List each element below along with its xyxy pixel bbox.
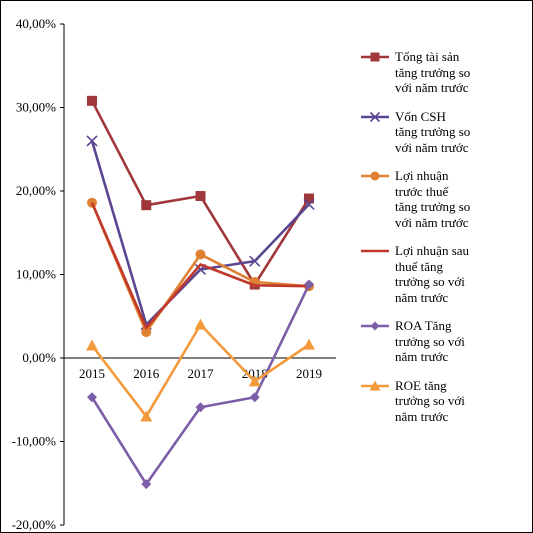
series-5 [86, 318, 315, 422]
data-point-marker [86, 339, 98, 351]
data-point-marker [303, 198, 315, 210]
legend: Tổng tài sản tăng trưởng so với năm trướ… [359, 49, 529, 437]
legend-item-pretax-profit: Lợi nhuận trước thuế tăng trưởng so với … [359, 168, 529, 230]
data-point-marker [141, 479, 152, 490]
y-tick-label: 20,00% [16, 183, 56, 198]
data-point-marker [249, 255, 261, 267]
legend-item-roe: ROE tăng trưởng so với năm trước [359, 378, 529, 425]
x-tick-label: 2017 [188, 366, 215, 381]
y-tick-label: -10,00% [12, 434, 57, 449]
data-point-marker [249, 392, 260, 403]
data-point-marker [87, 95, 97, 106]
legend-marker [369, 380, 381, 390]
legend-item-net-profit: Lợi nhuận sau thuế tăng trưởng so với nă… [359, 243, 529, 305]
legend-item-roa: ROA Tăng trưởng so với năm trước [359, 318, 529, 365]
legend-marker [370, 321, 380, 331]
data-point-marker [86, 135, 98, 147]
x-tick-label: 2019 [296, 366, 322, 381]
data-point-marker [87, 392, 97, 403]
series-4 [87, 279, 314, 490]
legend-swatch-total-assets [361, 52, 389, 62]
data-point-marker [195, 191, 206, 202]
data-point-marker [304, 279, 314, 290]
legend-swatch-pretax-profit [361, 171, 389, 181]
series-line [90, 202, 310, 334]
series-1 [86, 135, 315, 331]
series-0 [87, 95, 314, 290]
series-line [90, 202, 310, 330]
y-tick-label: 0,00% [22, 350, 56, 365]
x-tick-label: 2015 [79, 366, 105, 381]
y-tick-label: -20,00% [12, 517, 57, 532]
legend-item-total-assets: Tổng tài sản tăng trưởng so với năm trướ… [359, 49, 529, 96]
legend-swatch-roa [361, 321, 389, 331]
legend-label-pretax-profit: Lợi nhuận trước thuế tăng trưởng so với … [395, 168, 471, 230]
legend-label-roa: ROA Tăng trưởng so với năm trước [395, 318, 465, 364]
legend-label-equity: Vốn CSH tăng trưởng so với năm trước [395, 108, 471, 155]
series-line [90, 283, 311, 486]
data-point-marker [141, 327, 152, 338]
legend-swatch-equity [361, 111, 389, 122]
data-point-marker [303, 338, 315, 350]
data-point-marker [141, 200, 152, 211]
legend-label-total-assets: Tổng tài sản tăng trưởng so với năm trướ… [395, 49, 471, 95]
x-tick-label: 2016 [133, 366, 160, 381]
data-point-marker [195, 249, 206, 260]
series-3 [90, 202, 310, 330]
data-point-marker [194, 318, 207, 330]
legend-item-equity: Vốn CSH tăng trưởng so với năm trước [359, 109, 529, 156]
data-point-marker [140, 410, 153, 422]
legend-marker [369, 111, 381, 122]
data-point-marker [195, 402, 206, 413]
legend-marker [370, 52, 380, 62]
data-point-marker [248, 375, 261, 387]
series-line [90, 140, 310, 326]
data-point-marker [304, 193, 314, 204]
legend-label-net-profit: Lợi nhuận sau thuế tăng trưởng so với nă… [395, 243, 470, 305]
legend-label-roe: ROE tăng trưởng so với năm trước [395, 377, 465, 424]
legend-swatch-roe [361, 380, 389, 390]
y-tick-label: 40,00% [16, 16, 56, 31]
y-tick-label: 30,00% [16, 100, 56, 115]
legend-swatch-net-profit [361, 249, 389, 253]
legend-marker [370, 171, 380, 181]
y-tick-label: 10,00% [16, 267, 56, 282]
